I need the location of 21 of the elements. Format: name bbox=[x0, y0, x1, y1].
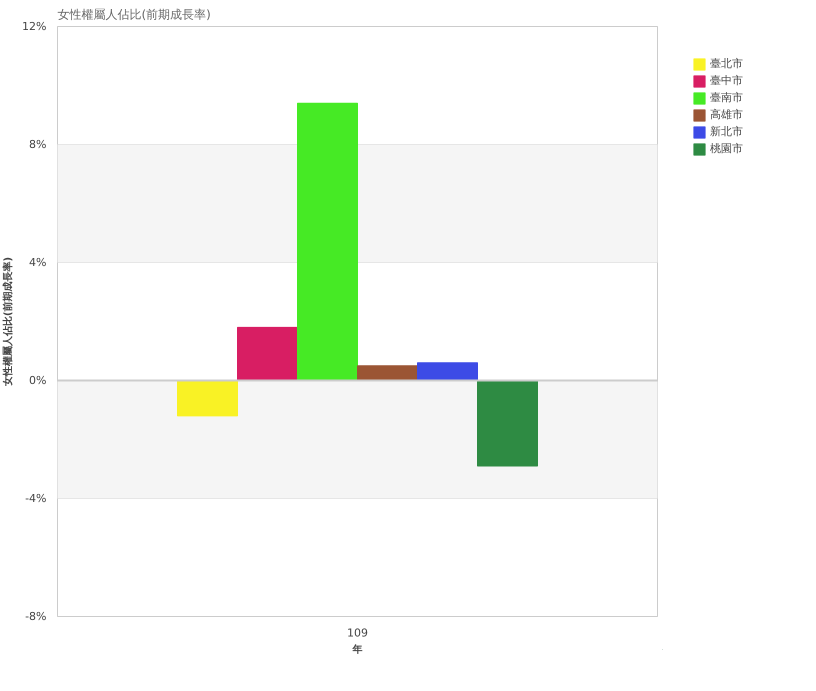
y-tick-label: 0% bbox=[29, 374, 46, 387]
y-tick-label: 8% bbox=[29, 138, 46, 151]
y-tick-label: 4% bbox=[29, 256, 46, 269]
legend-label: 高雄市 bbox=[710, 107, 743, 122]
bar bbox=[417, 362, 478, 381]
x-axis-title: 年 bbox=[352, 644, 362, 656]
bar bbox=[297, 102, 358, 381]
bar bbox=[177, 380, 238, 416]
legend-label: 臺北市 bbox=[710, 56, 743, 71]
y-axis-title: 女性權屬人佔比(前期成長率) bbox=[2, 256, 14, 388]
legend-label: 桃園市 bbox=[710, 141, 743, 156]
y-tick-label: -8% bbox=[25, 610, 46, 623]
x-tick-label: 109 bbox=[347, 626, 368, 640]
legend-label: 臺中市 bbox=[710, 73, 743, 88]
legend-label: 新北市 bbox=[710, 124, 743, 139]
chart-title: 女性權屬人佔比(前期成長率) bbox=[58, 8, 211, 22]
y-tick-label: -4% bbox=[25, 492, 46, 505]
bar bbox=[477, 380, 538, 467]
legend-label: 臺南市 bbox=[710, 90, 743, 105]
y-tick-label: 12% bbox=[22, 20, 47, 33]
bar bbox=[237, 326, 298, 381]
